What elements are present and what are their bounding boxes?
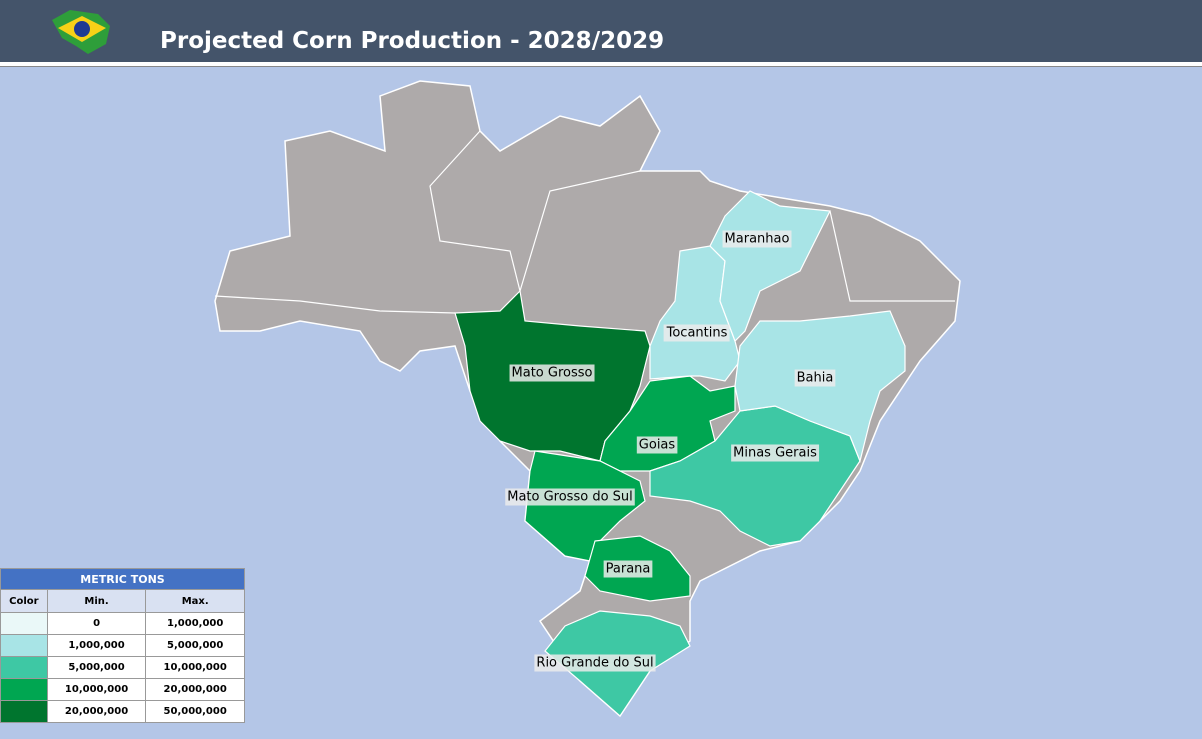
legend-title: METRIC TONS	[0, 568, 245, 590]
legend-row: 5,000,000 10,000,000	[0, 656, 245, 679]
legend-min: 5,000,000	[46, 656, 147, 679]
legend-max: 20,000,000	[145, 678, 245, 701]
state-region	[709, 190, 831, 343]
legend-min: 20,000,000	[46, 700, 147, 723]
state-border	[214, 295, 456, 314]
legend-swatch	[0, 634, 48, 657]
legend-max: 50,000,000	[145, 700, 245, 723]
legend-table: METRIC TONS Color Min. Max. 0 1,000,000 1,…	[0, 568, 245, 723]
column-header: Min.	[46, 589, 147, 613]
label-background	[722, 230, 792, 248]
state-label: Maranhao	[725, 232, 790, 247]
label-background	[663, 324, 730, 342]
legend-min: 1,000,000	[46, 634, 147, 657]
legend-row: 1,000,000 5,000,000	[0, 634, 245, 657]
state-label: Mato Grosso	[512, 366, 593, 381]
legend-row: 20,000,000 50,000,000	[0, 700, 245, 723]
state-label: Parana	[606, 562, 651, 577]
state-border	[429, 130, 521, 292]
flag-icon	[52, 10, 110, 54]
state-region	[649, 405, 861, 547]
label-background	[534, 654, 656, 672]
state-border	[829, 210, 955, 302]
label-background	[509, 364, 595, 382]
label-background	[731, 444, 820, 462]
legend-swatch	[0, 656, 48, 679]
state-border	[519, 170, 641, 292]
title: Projected Corn Production - 2028/2029	[160, 28, 665, 54]
column-header: Max.	[145, 589, 245, 613]
column-header: Color	[0, 589, 48, 613]
legend-max: 1,000,000	[145, 612, 245, 635]
legend-max: 5,000,000	[145, 634, 245, 657]
legend-row: 0 1,000,000	[0, 612, 245, 635]
label-background	[794, 369, 836, 387]
legend-min: 0	[46, 612, 147, 635]
legend-max: 10,000,000	[145, 656, 245, 679]
header-bar: Projected Corn Production - 2028/2029	[0, 0, 1202, 65]
legend-swatch	[0, 612, 48, 635]
state-label: Minas Gerais	[733, 446, 817, 461]
state-label: Goias	[639, 438, 676, 453]
legend-swatch	[0, 700, 48, 723]
state-label: Rio Grande do Sul	[536, 656, 653, 671]
legend-row: 10,000,000 20,000,000	[0, 678, 245, 701]
label-background	[603, 560, 653, 578]
state-label: Bahia	[797, 371, 834, 386]
label-background	[636, 436, 678, 454]
label-background	[505, 488, 635, 506]
legend-min: 10,000,000	[46, 678, 147, 701]
state-label: Mato Grosso do Sul	[507, 490, 633, 505]
legend-swatch	[0, 678, 48, 701]
state-label: Tocantins	[666, 326, 728, 341]
map: Mato Grosso Goias Mato Grosso do Sul Parana…	[214, 80, 961, 718]
